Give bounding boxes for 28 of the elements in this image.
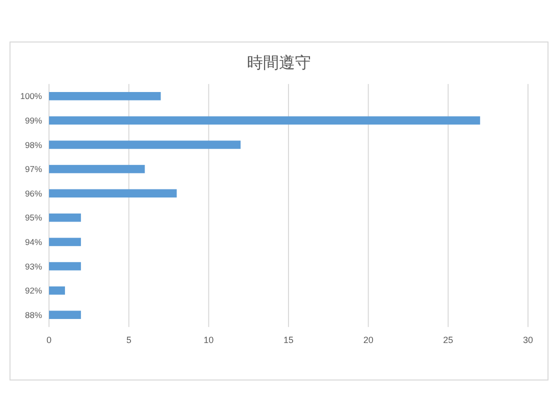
y-tick-label: 88%	[24, 310, 42, 320]
y-tick-label: 100%	[20, 91, 42, 102]
x-tick-label: 10	[204, 335, 214, 345]
x-tick-label: 15	[283, 335, 294, 345]
bar	[49, 286, 65, 295]
bar	[49, 140, 241, 149]
x-tick-label: 30	[522, 335, 534, 345]
y-tick-label: 93%	[24, 261, 42, 272]
x-tick-label: 5	[126, 335, 132, 345]
y-tick-label: 92%	[24, 286, 42, 296]
bar	[49, 164, 145, 174]
x-tick-label: 20	[363, 335, 374, 345]
x-tick-label: 0	[46, 335, 52, 345]
bar	[49, 310, 81, 319]
y-tick-label: 96%	[24, 188, 42, 198]
bar	[49, 92, 161, 100]
bar	[49, 116, 480, 125]
x-tick-label: 25	[443, 335, 454, 345]
bar	[49, 189, 177, 198]
y-tick-label: 99%	[24, 115, 42, 126]
y-tick-label: 94%	[24, 236, 42, 247]
bar	[49, 238, 81, 246]
bar	[49, 214, 81, 222]
y-tick-label: 98%	[24, 140, 42, 150]
bar	[49, 262, 81, 270]
y-tick-label: 97%	[24, 164, 42, 174]
y-tick-label: 95%	[24, 212, 42, 223]
chart-title: 時間遵守	[247, 54, 311, 72]
